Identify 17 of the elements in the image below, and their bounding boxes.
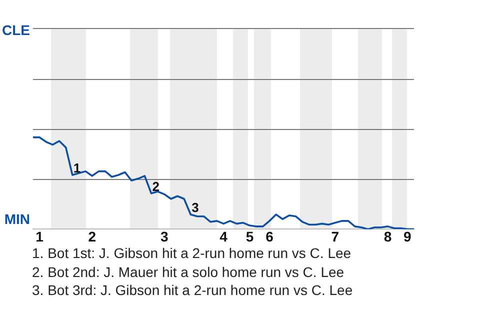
x-tick-label: 8: [384, 228, 392, 244]
x-tick-label: 1: [36, 228, 44, 244]
annotation: 2: [152, 178, 160, 194]
x-tick-label: 7: [331, 228, 340, 244]
x-tick-label: 5: [246, 228, 254, 244]
x-tick-label: 9: [404, 228, 412, 244]
x-tick-label: 4: [220, 228, 228, 244]
text: 1. Bot 1st: J. Gibson hit a 2-run home run vs C. Lee: [32, 244, 352, 262]
text: CLE: [1, 22, 30, 38]
x-tick-label: 2: [88, 228, 96, 244]
x-tick-label: 3: [160, 228, 168, 244]
text: 3. Bot 3rd: J. Gibson hit a 2-run home run vs C. Lee: [32, 281, 353, 300]
annotation: 1: [73, 160, 81, 176]
annotation: 3: [192, 200, 199, 216]
text: MIN: [3, 211, 30, 228]
text: 2. Bot 2nd: J. Mauer hit a solo home run vs C. Lee: [32, 262, 346, 281]
x-tick-label: 6: [266, 228, 274, 244]
